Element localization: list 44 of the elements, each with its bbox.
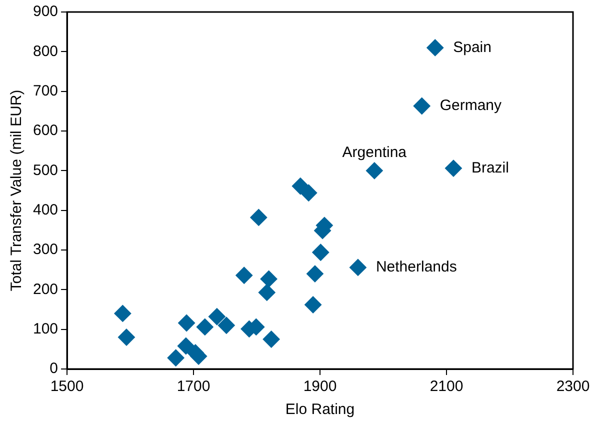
point [426,39,444,56]
y-tick-label: 500 [32,162,58,179]
annotation: Brazil [471,159,509,176]
x-tick-label: 1700 [176,378,210,396]
point [444,160,462,177]
y-tick-label: 400 [32,201,58,218]
point [262,330,280,348]
point [250,208,268,226]
point [306,265,324,282]
y-tick-label: 100 [32,320,58,338]
point [218,316,235,334]
y-tick-label: 900 [32,3,58,20]
point [118,328,135,346]
annotation: Germany [440,97,502,114]
x-tick-label: 2100 [430,378,464,396]
annotation: Netherlands [376,258,457,276]
x-tick-label: 1900 [303,378,337,396]
y-tick-label: 700 [32,82,58,100]
point [366,162,383,180]
point [208,308,226,326]
point [304,296,322,314]
point [349,258,366,276]
point [312,244,330,261]
y-tick-label: 600 [32,122,58,140]
y-tick-label: 200 [32,280,58,298]
x-tick-label: 2300 [556,378,590,396]
point [300,184,318,202]
annotation: Spain [453,38,492,56]
y-axis-title: Total Transfer Value (mil EUR) [8,90,26,292]
annotation: Argentina [342,144,408,161]
point [167,349,184,366]
y-tick-label: 0 [50,360,58,378]
point [196,318,214,336]
point [178,314,196,332]
point [114,304,132,322]
point [413,98,430,115]
y-tick-label: 800 [32,42,58,60]
point [236,266,253,284]
x-axis-title: Elo Rating [285,401,355,418]
point [260,270,278,288]
point [177,337,194,354]
y-tick-label: 300 [32,241,58,258]
point [258,284,276,301]
x-tick-label: 1500 [50,378,84,396]
